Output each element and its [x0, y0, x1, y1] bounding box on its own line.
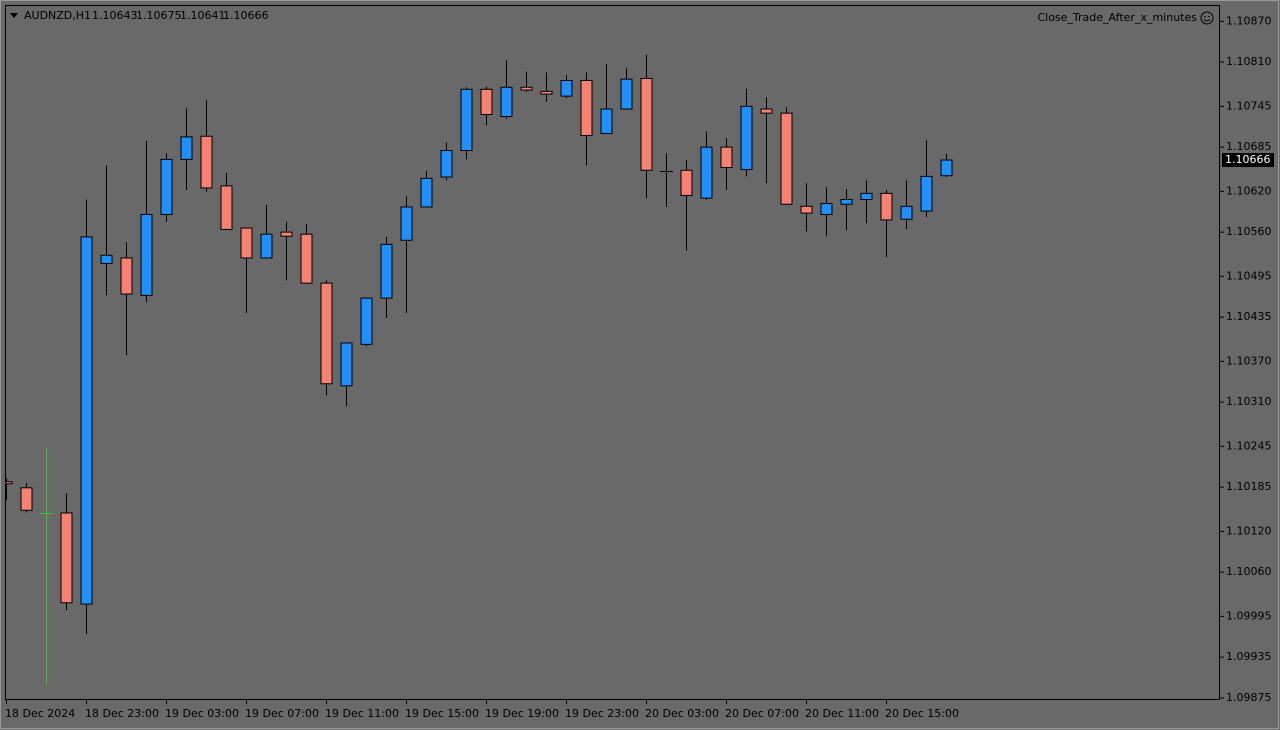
- y-tick-label: 1.10685: [1226, 140, 1272, 153]
- candle-body: [720, 146, 733, 169]
- y-tick-label: 1.10620: [1226, 184, 1272, 197]
- y-tick-label: 1.10870: [1226, 14, 1272, 27]
- candle-body: [600, 108, 613, 135]
- header-open: 1.10643: [92, 9, 138, 22]
- x-tick-label: 20 Dec 03:00: [645, 707, 719, 720]
- price-label-bg: [1222, 153, 1274, 168]
- candle-body: [680, 169, 693, 196]
- candle-body: [320, 282, 333, 385]
- candle-body: [700, 146, 713, 199]
- y-tick-label: 1.10310: [1226, 395, 1272, 408]
- smiley-icon[interactable]: [1200, 11, 1214, 25]
- candle-body: [60, 512, 73, 604]
- y-tick-label: 1.10060: [1226, 565, 1272, 578]
- candle-body: [120, 257, 133, 295]
- candle-body: [800, 205, 813, 214]
- candle-body: [480, 88, 493, 115]
- y-tick-label: 1.10560: [1226, 225, 1272, 238]
- y-tick-label: 1.10185: [1226, 480, 1272, 493]
- y-tick-label: 1.09995: [1226, 609, 1272, 622]
- candle-body: [540, 90, 553, 95]
- candle-body: [880, 192, 893, 221]
- candle-body: [360, 297, 373, 345]
- candle-body: [100, 254, 113, 264]
- y-tick-label: 1.10745: [1226, 99, 1272, 112]
- candle-body: [760, 108, 773, 114]
- candle-body: [380, 243, 393, 299]
- candle-body: [900, 205, 913, 220]
- y-tick-label: 1.10810: [1226, 55, 1272, 68]
- price-label: 1.10666: [1225, 153, 1271, 166]
- candle-body: [780, 112, 793, 205]
- candle-body: [220, 185, 233, 230]
- y-tick-label: 1.10495: [1226, 269, 1272, 282]
- candle-body: [420, 177, 433, 208]
- candle-body: [200, 135, 213, 189]
- candle-body: [740, 105, 753, 171]
- symbol: AUDNZD,H1: [24, 9, 91, 22]
- candle-body: [640, 77, 653, 171]
- x-tick-label: 19 Dec 23:00: [565, 707, 639, 720]
- expert-name[interactable]: Close_Trade_After_x_minutes: [1037, 11, 1197, 24]
- x-tick-label: 19 Dec 19:00: [485, 707, 559, 720]
- candle-body: [160, 158, 173, 215]
- plot-area: [5, 54, 953, 686]
- candle-body: [560, 79, 573, 97]
- x-tick-label: 20 Dec 07:00: [725, 707, 799, 720]
- candle-body: [340, 342, 353, 387]
- candle-body: [240, 227, 253, 259]
- y-tick-label: 1.09935: [1226, 650, 1272, 663]
- candle-body: [920, 175, 933, 212]
- x-tick-label: 20 Dec 15:00: [885, 707, 959, 720]
- y-tick-label: 1.10120: [1226, 524, 1272, 537]
- candle-body: [440, 150, 453, 178]
- x-tick-label: 19 Dec 03:00: [165, 707, 239, 720]
- menu-arrow[interactable]: [10, 13, 18, 18]
- x-tick-label: 18 Dec 23:00: [85, 707, 159, 720]
- candle-body: [80, 236, 93, 605]
- x-tick-label: 19 Dec 15:00: [405, 707, 479, 720]
- header-close: 1.10666: [223, 9, 269, 22]
- candle-body: [940, 159, 953, 177]
- candle-body: [860, 192, 873, 200]
- header-high: 1.10675: [136, 9, 182, 22]
- x-tick-label: 20 Dec 11:00: [805, 707, 879, 720]
- y-tick-label: 1.10370: [1226, 354, 1272, 367]
- candle-body: [180, 136, 193, 160]
- plot-border: [5, 5, 1220, 700]
- candle-body: [300, 233, 313, 284]
- candle-body: [5, 481, 13, 485]
- candle-body: [820, 203, 833, 215]
- x-tick-label: 18 Dec 2024: [5, 707, 75, 720]
- candle-body: [280, 231, 293, 237]
- candle-body: [460, 88, 473, 152]
- y-tick-label: 1.09875: [1226, 691, 1272, 704]
- candle-body: [840, 198, 853, 205]
- y-tick-label: 1.10245: [1226, 439, 1272, 452]
- candle-body: [520, 86, 533, 91]
- candle-body: [500, 86, 513, 118]
- candle-body: [580, 79, 593, 137]
- x-tick-label: 19 Dec 11:00: [325, 707, 399, 720]
- candle-body: [620, 78, 633, 110]
- x-tick-label: 19 Dec 07:00: [245, 707, 319, 720]
- header-low: 1.10641: [180, 9, 226, 22]
- candle-body: [400, 206, 413, 241]
- y-tick-label: 1.10435: [1226, 310, 1272, 323]
- candle-body: [20, 487, 33, 511]
- candle-body: [140, 213, 153, 296]
- candle-body: [260, 233, 273, 259]
